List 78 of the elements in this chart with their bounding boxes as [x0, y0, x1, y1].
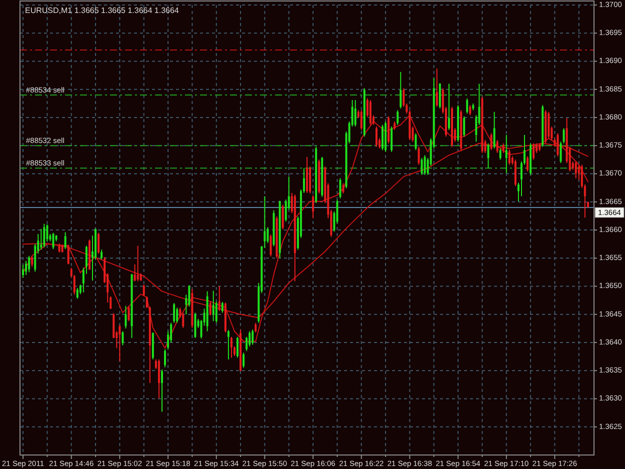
candlestick [490, 132, 492, 151]
candlestick [418, 146, 420, 166]
candlestick [209, 300, 212, 316]
candlestick [502, 142, 504, 154]
candlestick [339, 178, 342, 199]
candlestick [562, 128, 565, 144]
candlestick [194, 312, 196, 338]
candlestick [388, 116, 390, 144]
candlestick [342, 182, 344, 194]
candlestick [312, 194, 314, 219]
candlestick [420, 158, 423, 176]
candlestick [248, 330, 251, 347]
candlestick [173, 302, 176, 324]
candlestick [230, 336, 232, 358]
candlestick [560, 141, 562, 164]
candlestick [142, 284, 145, 296]
candlestick [469, 104, 472, 116]
candlestick [282, 204, 284, 230]
candlestick [100, 249, 103, 260]
candlestick [424, 154, 426, 176]
line-series [22, 114, 588, 349]
candlestick [448, 83, 450, 130]
candlestick [31, 255, 34, 268]
candlestick [466, 98, 468, 114]
candlestick [306, 156, 308, 194]
candlestick [354, 100, 356, 127]
candlestick [414, 132, 417, 151]
candlestick [98, 232, 100, 254]
candlestick [227, 330, 230, 360]
candlestick [76, 287, 78, 300]
candlestick [22, 264, 24, 278]
candlestick [124, 305, 127, 329]
candlestick [254, 322, 257, 333]
candlestick [270, 234, 272, 257]
candlestick [463, 116, 466, 138]
candlestick [487, 142, 490, 169]
candlestick [436, 68, 438, 108]
candlestick [548, 111, 550, 139]
candlestick [396, 110, 399, 126]
candlestick [218, 286, 220, 312]
candlestick [122, 330, 124, 346]
candlestick [574, 160, 577, 179]
candlestick [242, 352, 245, 368]
candlestick [43, 223, 46, 248]
candlestick [438, 82, 441, 109]
candlestick [375, 126, 378, 148]
candlestick [382, 124, 384, 151]
candlestick [176, 307, 178, 324]
candlestick [514, 159, 516, 187]
candlestick [496, 140, 498, 154]
candlestick [499, 148, 502, 160]
candlestick [508, 149, 510, 166]
candlestick [526, 156, 529, 172]
candlestick [136, 245, 139, 282]
candlestick [369, 100, 372, 126]
candlestick [221, 302, 224, 314]
candlestick [158, 358, 160, 399]
candlestick [505, 134, 508, 174]
candlestick [493, 111, 496, 149]
candlestick [164, 348, 166, 368]
candlestick [52, 232, 54, 250]
candlestick [532, 142, 535, 160]
candlestick [400, 71, 402, 109]
candlestick [390, 126, 393, 152]
candlestick [118, 324, 121, 362]
candlestick [28, 255, 30, 273]
candlestick [25, 260, 28, 276]
candlestick [160, 369, 163, 412]
candlestick [128, 305, 130, 322]
candlestick [64, 232, 66, 250]
candlestick [67, 244, 70, 265]
candlestick [212, 290, 214, 322]
chart-title: EURUSD,M1 1.3665 1.3665 1.3664 1.3664 [25, 6, 180, 15]
candlestick [40, 228, 42, 250]
candlestick [236, 336, 239, 358]
candlestick [556, 132, 559, 157]
candlestick [252, 329, 254, 346]
candlestick [360, 110, 362, 130]
